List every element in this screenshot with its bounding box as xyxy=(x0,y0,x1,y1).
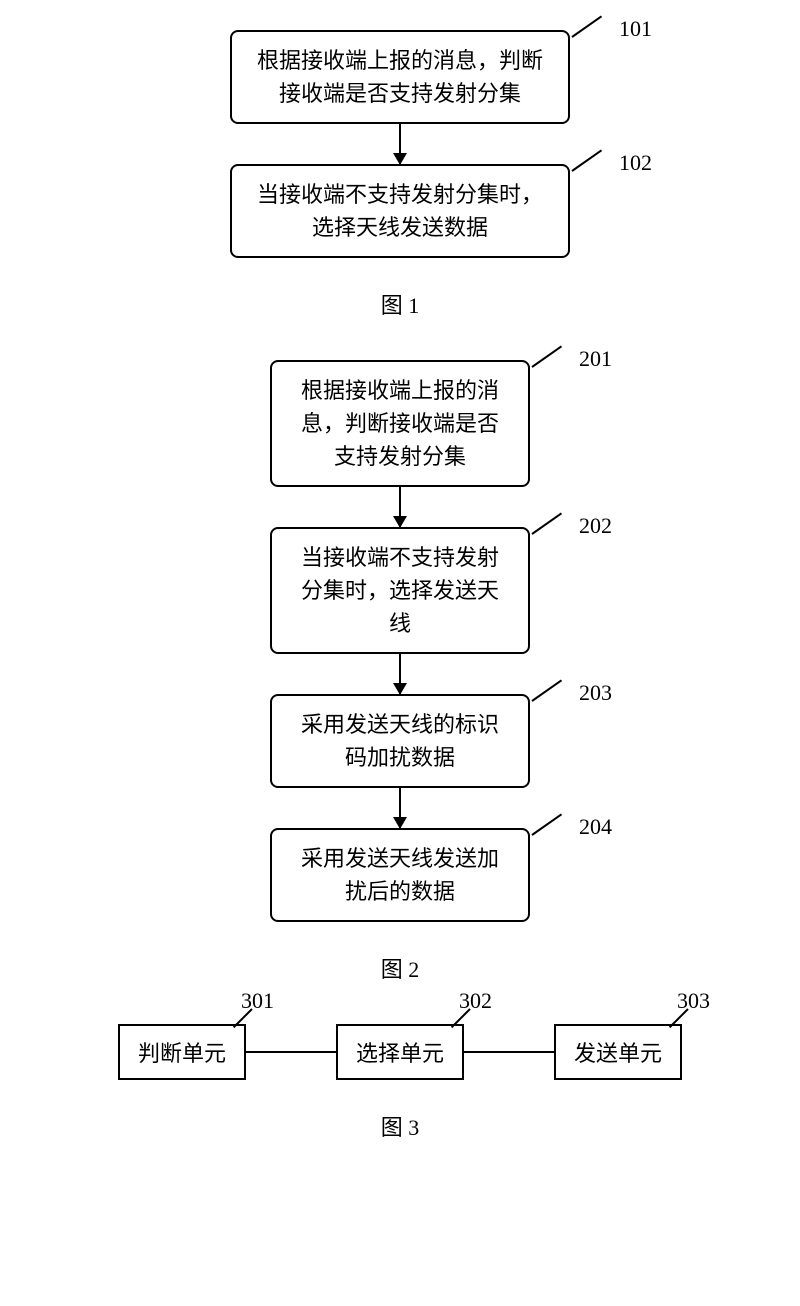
block-303: 发送单元 303 xyxy=(554,1024,682,1080)
block-label-301: 301 xyxy=(241,988,274,1014)
arrow-2-1 xyxy=(399,487,401,527)
box-203-text: 采用发送天线的标识码加扰数据 xyxy=(301,712,499,770)
block-302-text: 选择单元 xyxy=(356,1041,444,1066)
arrow-1-1 xyxy=(399,124,401,164)
box-202-text: 当接收端不支持发射分集时，选择发送天线 xyxy=(301,545,499,636)
label-line-201 xyxy=(531,346,562,368)
block-wrapper-302: 选择单元 302 xyxy=(336,1024,464,1080)
block-wrapper-303: 发送单元 303 xyxy=(554,1024,682,1080)
box-202: 当接收端不支持发射分集时，选择发送天线 xyxy=(270,527,530,654)
label-101: 101 xyxy=(619,16,652,42)
flowchart-2: 根据接收端上报的消息，判断接收端是否支持发射分集 201 当接收端不支持发射分集… xyxy=(0,360,800,922)
label-203: 203 xyxy=(579,680,612,706)
connector-3-2 xyxy=(464,1051,554,1053)
block-301: 判断单元 301 xyxy=(118,1024,246,1080)
caption-fig3: 图 3 xyxy=(0,1110,800,1142)
label-line-101 xyxy=(571,16,602,38)
arrow-2-3 xyxy=(399,788,401,828)
box-wrapper-204: 采用发送天线发送加扰后的数据 204 xyxy=(270,828,530,922)
block-302: 选择单元 302 xyxy=(336,1024,464,1080)
box-201-text: 根据接收端上报的消息，判断接收端是否支持发射分集 xyxy=(301,378,499,469)
block-303-text: 发送单元 xyxy=(574,1041,662,1066)
flowchart-1: 根据接收端上报的消息，判断接收端是否支持发射分集 101 当接收端不支持发射分集… xyxy=(0,30,800,258)
connector-3-1 xyxy=(246,1051,336,1053)
box-201: 根据接收端上报的消息，判断接收端是否支持发射分集 xyxy=(270,360,530,487)
block-label-303: 303 xyxy=(677,988,710,1014)
arrow-2-2 xyxy=(399,654,401,694)
box-101: 根据接收端上报的消息，判断接收端是否支持发射分集 xyxy=(230,30,570,124)
page-container: 根据接收端上报的消息，判断接收端是否支持发射分集 101 当接收端不支持发射分集… xyxy=(0,0,800,1202)
box-wrapper-203: 采用发送天线的标识码加扰数据 203 xyxy=(270,694,530,788)
label-201: 201 xyxy=(579,346,612,372)
box-wrapper-202: 当接收端不支持发射分集时，选择发送天线 202 xyxy=(270,527,530,654)
block-label-302: 302 xyxy=(459,988,492,1014)
label-line-203 xyxy=(531,680,562,702)
label-line-102 xyxy=(571,150,602,172)
box-102: 当接收端不支持发射分集时，选择天线发送数据 xyxy=(230,164,570,258)
label-202: 202 xyxy=(579,513,612,539)
box-102-text: 当接收端不支持发射分集时，选择天线发送数据 xyxy=(257,182,543,240)
block-wrapper-301: 判断单元 301 xyxy=(118,1024,246,1080)
block-301-text: 判断单元 xyxy=(138,1041,226,1066)
label-line-204 xyxy=(531,814,562,836)
box-204-text: 采用发送天线发送加扰后的数据 xyxy=(301,846,499,904)
label-line-202 xyxy=(531,513,562,535)
block-diagram-3: 判断单元 301 选择单元 302 发送单元 303 xyxy=(0,1024,800,1080)
caption-fig1: 图 1 xyxy=(0,288,800,320)
box-wrapper-201: 根据接收端上报的消息，判断接收端是否支持发射分集 201 xyxy=(270,360,530,487)
caption-fig2: 图 2 xyxy=(0,952,800,984)
box-101-text: 根据接收端上报的消息，判断接收端是否支持发射分集 xyxy=(257,48,543,106)
label-102: 102 xyxy=(619,150,652,176)
box-wrapper-101: 根据接收端上报的消息，判断接收端是否支持发射分集 101 xyxy=(230,30,570,124)
box-204: 采用发送天线发送加扰后的数据 xyxy=(270,828,530,922)
box-wrapper-102: 当接收端不支持发射分集时，选择天线发送数据 102 xyxy=(230,164,570,258)
box-203: 采用发送天线的标识码加扰数据 xyxy=(270,694,530,788)
label-204: 204 xyxy=(579,814,612,840)
